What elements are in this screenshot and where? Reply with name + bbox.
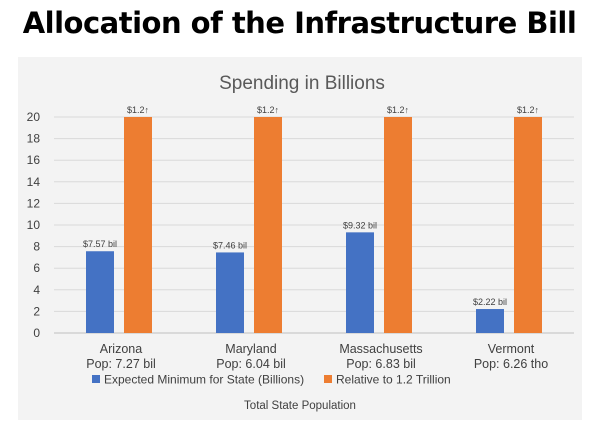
category-label: Massachusetts <box>339 342 422 356</box>
y-tick-label: 6 <box>33 261 40 275</box>
page-headline: Allocation of the Infrastructure Bill <box>22 6 577 40</box>
data-label: $2.22 bil <box>473 297 507 307</box>
category-sublabel: Pop: 7.27 bil <box>86 357 156 371</box>
y-tick-label: 16 <box>27 153 41 167</box>
bar <box>384 117 412 333</box>
chart-title: Spending in Billions <box>219 73 385 94</box>
category-label: Arizona <box>100 342 142 356</box>
y-tick-label: 18 <box>27 132 41 146</box>
x-axis-title: Total State Population <box>244 400 356 412</box>
data-label: $7.46 bil <box>213 240 247 250</box>
bar <box>216 252 244 333</box>
legend-entry: Relative to 1.2 Trillion <box>336 373 451 387</box>
bar <box>514 117 542 333</box>
data-label: $1.2↑ <box>257 105 279 115</box>
y-tick-label: 12 <box>27 196 41 210</box>
y-tick-label: 20 <box>27 110 41 124</box>
y-tick-label: 2 <box>33 304 40 318</box>
category-sublabel: Pop: 6.04 bil <box>216 357 286 371</box>
category-label: Vermont <box>488 342 535 356</box>
y-tick-label: 4 <box>33 283 40 297</box>
bar <box>254 117 282 333</box>
bar-chart: Spending in Billions 0 2 4 6 8 10 12 14 16 18 20 $… <box>27 73 574 412</box>
bar <box>124 117 152 333</box>
category-sublabel: Pop: 6.26 tho <box>474 357 548 371</box>
bar <box>346 232 374 333</box>
category-label: Maryland <box>225 342 276 356</box>
data-label: $1.2↑ <box>517 105 539 115</box>
data-label: $1.2↑ <box>127 105 149 115</box>
legend-swatch <box>92 375 100 383</box>
data-label: $1.2↑ <box>387 105 409 115</box>
bar <box>86 251 114 333</box>
chart-panel: Spending in Billions 0 2 4 6 8 10 12 14 16 18 20 $… <box>18 57 582 420</box>
data-label: $7.57 bil <box>83 239 117 249</box>
bar <box>476 309 504 333</box>
y-tick-label: 8 <box>33 240 40 254</box>
y-tick-label: 14 <box>27 175 41 189</box>
y-tick-label: 10 <box>27 218 41 232</box>
legend-swatch <box>324 375 332 383</box>
y-tick-label: 0 <box>33 326 40 340</box>
data-label: $9.32 bil <box>343 220 377 230</box>
legend-entry: Expected Minimum for State (Billions) <box>104 373 304 387</box>
category-sublabel: Pop: 6.83 bil <box>346 357 416 371</box>
